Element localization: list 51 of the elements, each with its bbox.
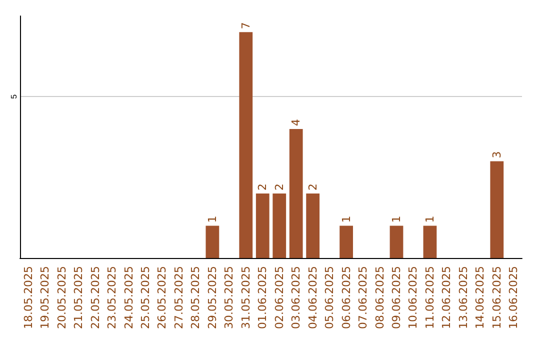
- x-tick-label: 03.06.2025: [290, 266, 303, 330]
- data-label: 2: [256, 183, 270, 190]
- y-tick-label: 5: [10, 94, 18, 99]
- data-label: 1: [340, 216, 353, 223]
- x-tick-label: 22.05.2025: [88, 266, 102, 330]
- x-tick-label: 11.06.2025: [423, 266, 436, 330]
- x-tick-label: 08.06.2025: [373, 266, 386, 330]
- data-label: 2: [306, 183, 320, 190]
- x-tick-label: 24.05.2025: [122, 266, 136, 330]
- x-tick-label: 15.06.2025: [490, 266, 504, 330]
- x-tick-label: 07.06.2025: [356, 266, 370, 330]
- x-tick-label: 06.06.2025: [340, 266, 353, 330]
- x-tick-label: 27.05.2025: [172, 266, 186, 330]
- x-tick-label: 13.06.2025: [456, 266, 470, 330]
- bar: [239, 32, 253, 258]
- bar: [206, 226, 220, 258]
- x-tick-label: 25.05.2025: [139, 266, 152, 330]
- x-tick-label: 10.06.2025: [406, 266, 420, 330]
- x-tick-label: 04.06.2025: [306, 266, 320, 330]
- x-tick-label: 01.06.2025: [256, 266, 270, 330]
- bar: [340, 226, 353, 258]
- data-label: 3: [490, 151, 504, 158]
- x-tick-label: 05.06.2025: [323, 266, 336, 330]
- x-tick-label: 31.05.2025: [239, 266, 252, 330]
- x-tick-label: 09.06.2025: [390, 266, 403, 330]
- bar: [390, 226, 404, 258]
- data-label: 7: [239, 22, 252, 30]
- x-tick-label: 28.05.2025: [189, 266, 202, 330]
- data-label: 4: [290, 118, 303, 126]
- x-tick-label: 23.05.2025: [106, 266, 119, 330]
- bar: [289, 128, 303, 258]
- x-tick-label: 16.06.2025: [507, 266, 520, 330]
- x-tick-label: 14.06.2025: [474, 266, 487, 330]
- x-tick-label: 02.06.2025: [272, 266, 286, 330]
- x-tick-label: 26.05.2025: [156, 266, 169, 330]
- x-tick-label: 20.05.2025: [55, 266, 68, 330]
- bar: [272, 193, 286, 258]
- data-label: 2: [272, 183, 286, 190]
- x-tick-label: 18.05.2025: [22, 266, 35, 330]
- x-tick-label: 19.05.2025: [38, 266, 52, 330]
- data-label: 1: [206, 216, 219, 223]
- x-tick-label: 29.05.2025: [206, 266, 219, 330]
- x-tick-label: 21.05.2025: [72, 266, 86, 330]
- data-label: 1: [390, 216, 403, 223]
- data-label: 1: [423, 216, 436, 223]
- x-tick-label: 12.06.2025: [440, 266, 454, 330]
- bar: [256, 193, 270, 258]
- bar: [423, 226, 437, 258]
- x-tick-label: 30.05.2025: [222, 266, 236, 330]
- bar: [306, 193, 320, 258]
- bar: [490, 161, 504, 258]
